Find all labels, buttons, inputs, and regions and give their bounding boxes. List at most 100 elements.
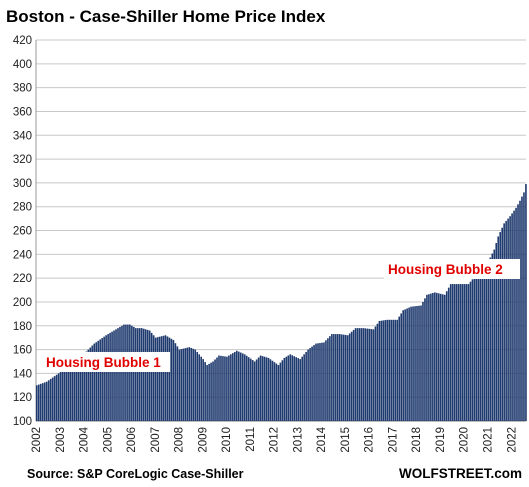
y-tick-label: 140: [13, 368, 32, 380]
bar: [87, 349, 90, 421]
bar: [289, 354, 292, 421]
y-tick-label: 340: [13, 130, 32, 142]
bar: [465, 284, 468, 421]
bar: [467, 284, 470, 421]
bar: [279, 362, 282, 421]
x-tick-label: 2013: [292, 427, 304, 453]
x-tick-label: 2008: [174, 427, 186, 453]
bar: [91, 345, 94, 421]
bar: [83, 353, 86, 421]
bar: [99, 339, 101, 421]
bar: [344, 334, 347, 421]
bar: [451, 284, 454, 421]
bar: [525, 184, 527, 421]
bar: [109, 332, 111, 421]
bar: [485, 264, 488, 421]
bar: [245, 355, 248, 421]
bar: [430, 293, 432, 421]
bar: [36, 385, 38, 421]
bar: [269, 359, 272, 421]
y-tick-label: 200: [13, 297, 32, 309]
bar: [247, 357, 250, 421]
bar: [388, 319, 391, 421]
annotation-housing-bubble-1: Housing Bubble 1: [42, 352, 170, 372]
bar: [503, 223, 505, 421]
bar: [350, 331, 353, 421]
bar: [362, 328, 365, 421]
bar: [216, 357, 218, 421]
bar: [267, 357, 270, 421]
x-tick-label: 2019: [435, 427, 447, 453]
x-tick-label: 2005: [102, 427, 114, 453]
bar: [358, 328, 361, 421]
bar: [200, 356, 202, 421]
x-tick-label: 2015: [340, 427, 352, 453]
bar: [57, 373, 60, 421]
bar: [521, 196, 523, 421]
y-tick-label: 400: [13, 59, 32, 71]
bar: [408, 307, 410, 421]
bar: [146, 329, 149, 421]
bar: [89, 347, 92, 421]
bar: [483, 267, 486, 421]
bar: [174, 343, 177, 421]
bar: [321, 342, 323, 421]
bar: [263, 356, 266, 421]
x-tick-label: 2012: [269, 427, 281, 453]
x-tick-label: 2018: [411, 427, 423, 453]
annotation-text: Housing Bubble 2: [388, 262, 503, 277]
bar: [404, 309, 406, 421]
y-tick-label: 240: [13, 249, 32, 261]
bar: [297, 358, 300, 421]
bar: [497, 236, 500, 421]
bar: [206, 365, 208, 421]
bar: [501, 227, 503, 421]
bar: [259, 355, 262, 421]
bar: [449, 284, 452, 421]
bar: [291, 355, 294, 421]
bar: [473, 276, 476, 421]
bar: [49, 378, 52, 421]
x-tick-label: 2011: [245, 427, 257, 452]
bar: [67, 365, 70, 421]
bar: [354, 328, 357, 421]
bar: [37, 384, 40, 421]
bar: [142, 328, 145, 421]
bar: [422, 301, 424, 421]
bar: [406, 308, 408, 421]
bar: [372, 329, 375, 421]
bar: [513, 210, 515, 421]
bar: [348, 333, 351, 421]
y-tick-label: 260: [13, 226, 32, 238]
bar: [380, 320, 383, 421]
bar: [447, 287, 450, 421]
bar: [323, 342, 325, 421]
bar: [281, 360, 284, 421]
x-tick-label: 2002: [31, 427, 43, 453]
bar: [463, 284, 466, 421]
bar: [222, 356, 224, 421]
bar: [517, 204, 519, 421]
y-tick-label: 360: [13, 106, 32, 118]
bar: [77, 358, 80, 421]
bar: [305, 351, 307, 421]
bar: [441, 294, 444, 421]
bar: [117, 328, 119, 421]
bar: [127, 324, 129, 421]
bar: [45, 381, 48, 421]
bar: [424, 298, 426, 421]
bar: [79, 356, 82, 421]
bar: [414, 306, 416, 421]
bar: [138, 328, 141, 421]
x-tick-label: 2022: [506, 427, 518, 453]
bar: [416, 305, 418, 421]
bar: [285, 356, 288, 421]
bar: [418, 305, 420, 421]
bar: [307, 349, 309, 421]
bar: [376, 323, 379, 421]
bar: [154, 337, 157, 421]
bar: [208, 363, 210, 421]
bar: [471, 279, 474, 421]
bar: [101, 338, 103, 421]
bar: [436, 292, 438, 421]
